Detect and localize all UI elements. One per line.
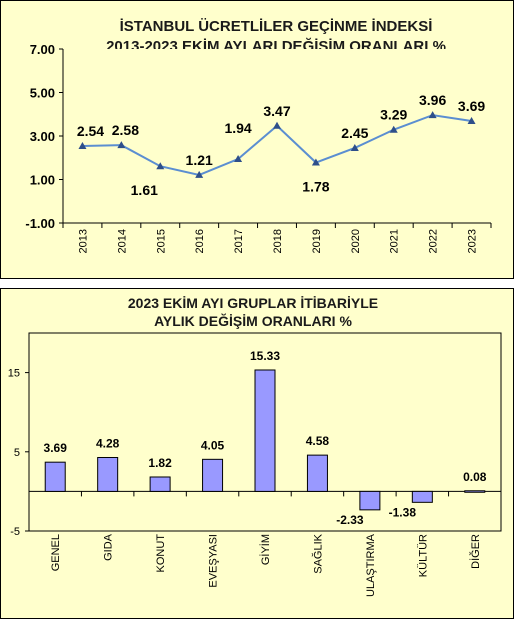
x-tick-label: 2014	[116, 229, 128, 253]
chart-title-line-1: 2023 EKİM AYI GRUPLAR İTİBARİYLE	[128, 295, 378, 311]
plot-area	[63, 49, 491, 223]
x-tick-label: EVEŞYASI	[208, 534, 220, 588]
bar-chart-panel: 2023 EKİM AYI GRUPLAR İTİBARİYLE AYLIK DE…	[0, 288, 514, 619]
bar	[149, 476, 171, 492]
bar	[254, 369, 276, 492]
data-label: 4.58	[306, 434, 330, 448]
x-tick-label: GIDA	[103, 533, 115, 561]
bar	[306, 454, 328, 492]
bar	[97, 457, 119, 492]
data-label: 4.05	[201, 438, 225, 452]
line-chart: İSTANBUL ÜCRETLİLER GEÇİNME İNDEKSİ 2013 -…	[25, 18, 492, 253]
x-tick-label: ULAŞTIRMA	[365, 533, 377, 597]
x-tick-label: 2021	[389, 229, 401, 253]
y-tick-label: 1.00	[30, 173, 55, 188]
x-tick-label: 2019	[311, 229, 323, 253]
data-point	[117, 141, 126, 149]
data-label: 1.61	[131, 182, 158, 198]
x-tick-label: KÜLTÜR	[417, 534, 429, 577]
y-tick-label: -5	[10, 526, 20, 538]
y-tick-label: 15	[8, 368, 20, 380]
bar	[359, 490, 381, 511]
data-label: 3.96	[419, 92, 446, 108]
data-point	[389, 125, 398, 133]
x-tick-label: DİĞER	[469, 534, 482, 569]
y-tick-label: -1.00	[25, 216, 55, 231]
data-label: 3.69	[44, 441, 68, 455]
x-tick-label: 2023	[467, 229, 479, 253]
data-label: 15.33	[250, 349, 280, 363]
data-point	[78, 142, 87, 150]
bar	[202, 458, 224, 492]
x-tick-label: 2018	[272, 229, 284, 253]
bar	[411, 490, 433, 503]
x-tick-label: KONUT	[155, 534, 167, 573]
data-label: 1.94	[224, 120, 251, 136]
data-point	[156, 162, 165, 170]
data-point	[273, 121, 281, 129]
data-point	[234, 155, 243, 163]
data-label: 3.29	[380, 107, 407, 123]
data-point	[467, 116, 476, 124]
data-label: -1.38	[389, 505, 417, 519]
y-tick-label: 3.00	[30, 129, 55, 144]
data-label: 2.45	[341, 125, 368, 141]
data-label: 0.08	[463, 470, 487, 484]
line-chart-panel: İSTANBUL ÜCRETLİLER GEÇİNME İNDEKSİ 2013 -…	[0, 0, 514, 279]
y-tick-label: 7.00	[30, 42, 55, 57]
x-tick-label: GİYİM	[259, 534, 272, 565]
x-tick-label: 2020	[350, 229, 362, 253]
data-label: 4.28	[96, 437, 120, 451]
data-label: 3.47	[263, 103, 290, 119]
data-point	[350, 143, 359, 151]
chart-title-line-1: İSTANBUL ÜCRETLİLER GEÇİNME İNDEKSİ	[120, 18, 433, 35]
bar	[464, 490, 486, 493]
x-tick-label: 2017	[233, 229, 245, 253]
bar	[44, 461, 66, 492]
data-label: 2.54	[77, 123, 104, 139]
x-tick-label: SAĞLIK	[311, 533, 324, 573]
y-tick-label: 5.00	[30, 86, 55, 101]
x-tick-label: 2016	[194, 229, 206, 253]
y-tick-label: 5	[14, 447, 20, 459]
data-label: -2.33	[336, 513, 364, 527]
data-point	[195, 170, 204, 178]
data-label: 3.69	[458, 98, 485, 114]
x-tick-label: 2013	[77, 229, 89, 253]
data-label: 1.78	[302, 179, 329, 195]
data-point	[311, 158, 320, 166]
data-label: 1.21	[186, 152, 213, 168]
data-point	[428, 111, 437, 119]
data-label: 2.58	[112, 122, 139, 138]
data-label: 1.82	[148, 456, 172, 470]
x-tick-label: 2022	[428, 229, 440, 253]
chart-title-line-2: AYLIK DEĞİŞİM ORANLARI %	[154, 312, 352, 329]
x-tick-label: GENEL	[50, 534, 62, 571]
x-tick-label: 2015	[155, 229, 167, 253]
